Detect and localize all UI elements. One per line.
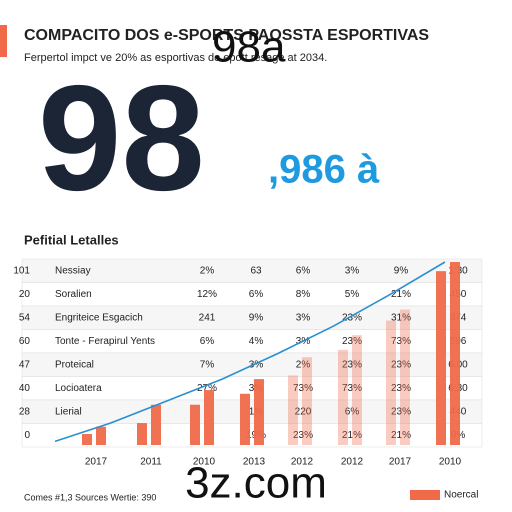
table-cell: Locioatera — [55, 383, 102, 394]
table-cell: 8% — [296, 289, 311, 300]
bar — [82, 434, 92, 445]
bar — [240, 393, 250, 445]
section-title: Pefitial Letalles — [24, 232, 119, 247]
x-tick-label: 2012 — [291, 457, 314, 468]
table-cell: 21% — [342, 430, 362, 441]
overlay-text: 3z.com — [185, 459, 327, 508]
bar — [386, 320, 396, 445]
hero-secondary: ,986 à — [268, 148, 380, 192]
bar — [204, 390, 214, 445]
bar — [450, 262, 460, 445]
table-cell: 9% — [394, 265, 409, 276]
bar — [436, 271, 446, 445]
table-cell: 0 — [24, 430, 30, 441]
footer: Comes #1,3 Sources Wertie: 390 — [24, 492, 156, 502]
bar — [254, 379, 264, 445]
x-tick-label: 2017 — [389, 457, 412, 468]
bar — [190, 404, 200, 445]
chart: 2017 2011 2010 2013 2012 2012 2017 2010 Noercal — [54, 261, 478, 501]
x-tick-label: 2010 — [439, 457, 462, 468]
table-cell: 3% — [249, 359, 264, 370]
x-tick-label: 2010 — [193, 457, 216, 468]
table-cell: 5% — [345, 289, 360, 300]
bar — [288, 375, 298, 445]
bar — [352, 335, 362, 445]
table-cell: 101 — [13, 265, 30, 276]
bar — [96, 426, 106, 445]
table-cell: 241 — [199, 312, 216, 323]
table-cell: 23% — [391, 383, 411, 394]
table-cell: 73% — [342, 383, 362, 394]
table-cell: 6% — [200, 336, 215, 347]
x-tick-label: 2012 — [341, 457, 364, 468]
x-tick-label: 2011 — [140, 457, 162, 468]
table-cell: 31% — [391, 312, 411, 323]
table-cell: 21% — [391, 430, 411, 441]
table-cell: 12% — [197, 289, 217, 300]
subtitle: Ferpertol impct ve 20% as esportivas de … — [24, 52, 327, 64]
table-cell: Nessiay — [55, 265, 91, 276]
table-cell: 21% — [391, 289, 411, 300]
hero-number: 98 — [38, 54, 205, 222]
table-cell: 47 — [19, 359, 31, 370]
bar — [400, 309, 410, 445]
table-cell: 2% — [296, 359, 311, 370]
overlay-text: 98a — [212, 23, 286, 72]
table-cell: 73% — [391, 336, 411, 347]
line — [54, 261, 446, 443]
table-cell: 23% — [342, 312, 362, 323]
table-cell: 23% — [391, 359, 411, 370]
table-cell: Lierial — [55, 406, 82, 417]
bar — [151, 404, 161, 445]
table-cell: 23% — [342, 359, 362, 370]
table-cell: 60 — [19, 336, 31, 347]
table-cell: 6% — [345, 406, 360, 417]
table-cell: 54 — [19, 312, 31, 323]
x-tick-label: 2013 — [243, 457, 266, 468]
bar — [137, 423, 147, 445]
table-cell: 6% — [249, 289, 264, 300]
legend-label: Noercal — [444, 490, 478, 501]
table-cell: 27% — [197, 383, 217, 394]
table-cell: 23% — [391, 406, 411, 417]
table-cell: 23% — [342, 336, 362, 347]
table-cell: Tonte - Ferapirul Yents — [55, 336, 155, 347]
table-cell: Engriteice Esgacich — [55, 312, 143, 323]
table-cell: 63 — [250, 265, 262, 276]
x-tick-label: 2017 — [85, 457, 108, 468]
table-cell: 23% — [293, 430, 313, 441]
bar — [302, 357, 312, 445]
table-cell: 73% — [293, 383, 313, 394]
legend-swatch — [410, 490, 440, 500]
bar — [338, 349, 348, 445]
table-cell: 20 — [19, 289, 31, 300]
accent — [0, 25, 7, 57]
title: COMPACITO DOS e-SPORTS PAOSSTA ESPORTIVA… — [24, 27, 429, 44]
table-cell: Proteical — [55, 359, 94, 370]
table-cell: 3% — [296, 312, 311, 323]
table-cell: Soralien — [55, 289, 92, 300]
table-cell: 9% — [249, 312, 264, 323]
table-cell: 7% — [200, 359, 215, 370]
table-cell: 40 — [19, 383, 31, 394]
table-cell: 3% — [345, 265, 360, 276]
table-cell: 6% — [296, 265, 311, 276]
table-cell: 28 — [19, 406, 31, 417]
table-cell: 4% — [249, 336, 264, 347]
table-cell: 220 — [295, 406, 312, 417]
table-cell: 2% — [200, 265, 215, 276]
